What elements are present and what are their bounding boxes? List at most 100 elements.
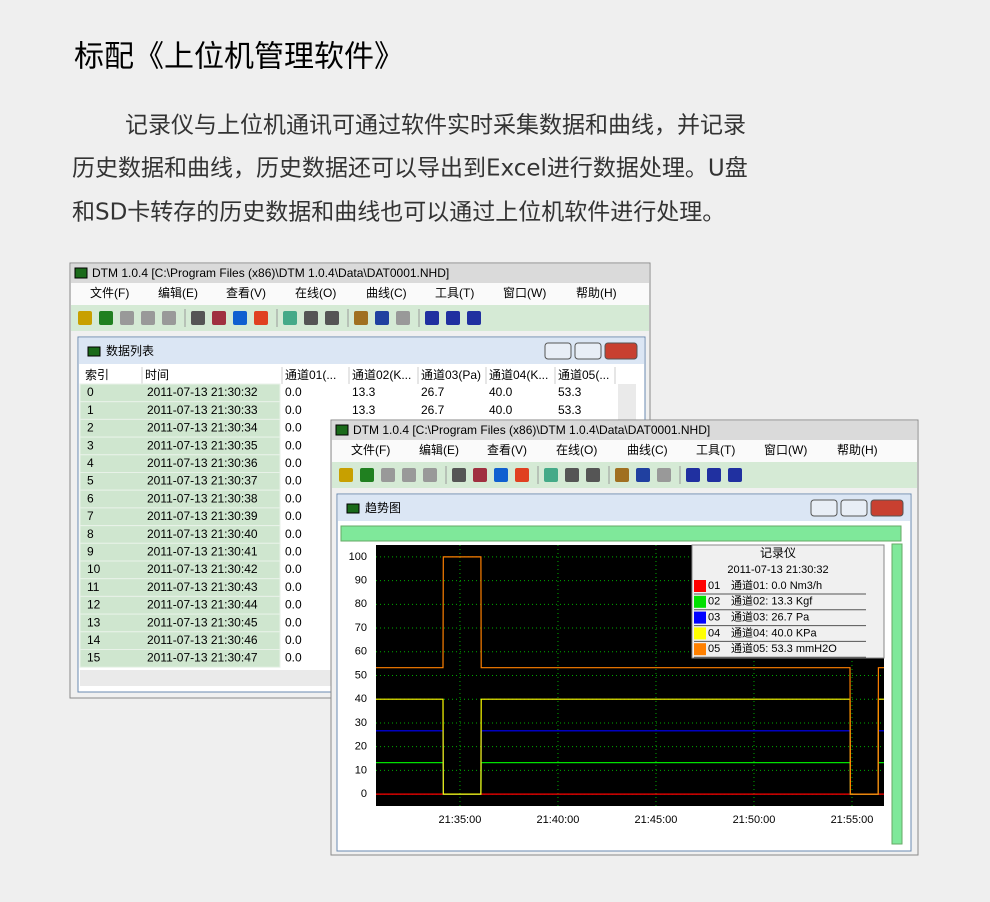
- legend-time: 2011-07-13 21:30:32: [727, 564, 828, 576]
- toolbar-button[interactable]: [473, 468, 487, 482]
- menu-item[interactable]: 在线(O): [556, 443, 597, 457]
- table-cell: 5: [87, 474, 94, 488]
- legend-code: 04: [708, 627, 720, 639]
- toolbar-button[interactable]: [283, 311, 297, 325]
- minimize-button[interactable]: [544, 342, 572, 360]
- menu-item[interactable]: 曲线(C): [627, 443, 668, 457]
- legend-code: 02: [708, 596, 720, 608]
- toolbar-button[interactable]: [686, 468, 700, 482]
- menu-item[interactable]: 工具(T): [435, 286, 474, 300]
- toolbar-button[interactable]: [615, 468, 629, 482]
- toolbar-button[interactable]: [452, 468, 466, 482]
- toolbar-button[interactable]: [78, 311, 92, 325]
- menu-item[interactable]: 帮助(H): [576, 286, 617, 300]
- table-cell: 40.0: [489, 403, 513, 417]
- table-cell: 0.0: [285, 403, 302, 417]
- toolbar-button[interactable]: [354, 311, 368, 325]
- legend-swatch: [694, 627, 706, 640]
- table-cell: 0.0: [285, 562, 302, 576]
- toolbar-button[interactable]: [657, 468, 671, 482]
- table-cell: 12: [87, 598, 101, 612]
- maximize-button[interactable]: [574, 342, 602, 360]
- toolbar-button[interactable]: [636, 468, 650, 482]
- table-cell: 2011-07-13 21:30:47: [147, 651, 258, 665]
- toolbar-button[interactable]: [494, 468, 508, 482]
- table-cell: 0.0: [285, 509, 302, 523]
- legend-code: 03: [708, 612, 720, 624]
- y-tick-label: 60: [355, 646, 367, 658]
- table-cell: 11: [87, 580, 100, 594]
- toolbar-button[interactable]: [402, 468, 416, 482]
- menu-item[interactable]: 在线(O): [295, 286, 336, 300]
- toolbar-button[interactable]: [120, 311, 134, 325]
- side-slider[interactable]: [891, 543, 903, 845]
- maximize-button[interactable]: [840, 499, 868, 517]
- toolbar-button[interactable]: [565, 468, 579, 482]
- toolbar-button[interactable]: [586, 468, 600, 482]
- toolbar-button[interactable]: [99, 311, 113, 325]
- y-tick-label: 50: [355, 669, 367, 681]
- y-tick-label: 80: [355, 598, 367, 610]
- toolbar-button[interactable]: [339, 468, 353, 482]
- column-header: 时间: [145, 368, 169, 382]
- toolbar-button[interactable]: [396, 311, 410, 325]
- legend-swatch: [694, 611, 706, 624]
- toolbar-button[interactable]: [191, 311, 205, 325]
- toolbar-button[interactable]: [233, 311, 247, 325]
- menu-item[interactable]: 帮助(H): [837, 443, 878, 457]
- title-bar: [332, 421, 917, 440]
- toolbar-button[interactable]: [707, 468, 721, 482]
- menu-item[interactable]: 编辑(E): [158, 285, 198, 300]
- child-title: 数据列表: [106, 343, 154, 358]
- menu-item[interactable]: 窗口(W): [503, 286, 546, 300]
- table-cell: 0.0: [285, 438, 302, 452]
- table-cell: 8: [87, 527, 94, 541]
- menu-bar: [332, 440, 917, 462]
- y-tick-label: 0: [361, 788, 367, 800]
- column-header: 索引: [85, 368, 109, 382]
- y-tick-label: 10: [355, 764, 367, 776]
- toolbar-button[interactable]: [141, 311, 155, 325]
- menu-item[interactable]: 查看(V): [226, 286, 266, 300]
- x-tick-label: 21:55:00: [831, 814, 874, 826]
- menu-item[interactable]: 查看(V): [487, 443, 527, 457]
- toolbar-button[interactable]: [446, 311, 460, 325]
- minimize-button[interactable]: [810, 499, 838, 517]
- toolbar-button[interactable]: [423, 468, 437, 482]
- table-cell: 13.3: [352, 385, 376, 399]
- child-icon: [346, 503, 360, 514]
- toolbar-button[interactable]: [515, 468, 529, 482]
- column-header: 通道04(K...: [489, 368, 548, 382]
- time-slider[interactable]: [340, 525, 902, 542]
- menu-item[interactable]: 曲线(C): [366, 286, 407, 300]
- toolbar-button[interactable]: [162, 311, 176, 325]
- menu-item[interactable]: 文件(F): [351, 442, 390, 457]
- table-cell: 0.0: [285, 598, 302, 612]
- menu-item[interactable]: 工具(T): [696, 443, 735, 457]
- toolbar-button[interactable]: [425, 311, 439, 325]
- paragraph-line: 记录仪与上位机通讯可通过软件实时采集数据和曲线，并记录: [125, 113, 746, 139]
- toolbar-button[interactable]: [304, 311, 318, 325]
- x-tick-label: 21:35:00: [439, 814, 482, 826]
- table-cell: 4: [87, 456, 94, 470]
- close-button[interactable]: [604, 342, 638, 360]
- menu-item[interactable]: 编辑(E): [419, 442, 459, 457]
- toolbar-button[interactable]: [381, 468, 395, 482]
- app-icon: [335, 424, 349, 436]
- legend-label: 通道05: 53.3 mmH2O: [731, 641, 837, 655]
- toolbar-button[interactable]: [375, 311, 389, 325]
- toolbar-button[interactable]: [325, 311, 339, 325]
- toolbar-button[interactable]: [360, 468, 374, 482]
- close-button[interactable]: [870, 499, 904, 517]
- menu-item[interactable]: 文件(F): [90, 285, 129, 300]
- toolbar-button[interactable]: [467, 311, 481, 325]
- table-cell: 2011-07-13 21:30:33: [147, 403, 258, 417]
- child-icon: [87, 346, 101, 357]
- toolbar-button[interactable]: [254, 311, 268, 325]
- toolbar-button[interactable]: [212, 311, 226, 325]
- toolbar-button[interactable]: [544, 468, 558, 482]
- table-cell: 2011-07-13 21:30:35: [147, 438, 258, 452]
- title-bar: [71, 264, 649, 283]
- toolbar-button[interactable]: [728, 468, 742, 482]
- menu-item[interactable]: 窗口(W): [764, 443, 807, 457]
